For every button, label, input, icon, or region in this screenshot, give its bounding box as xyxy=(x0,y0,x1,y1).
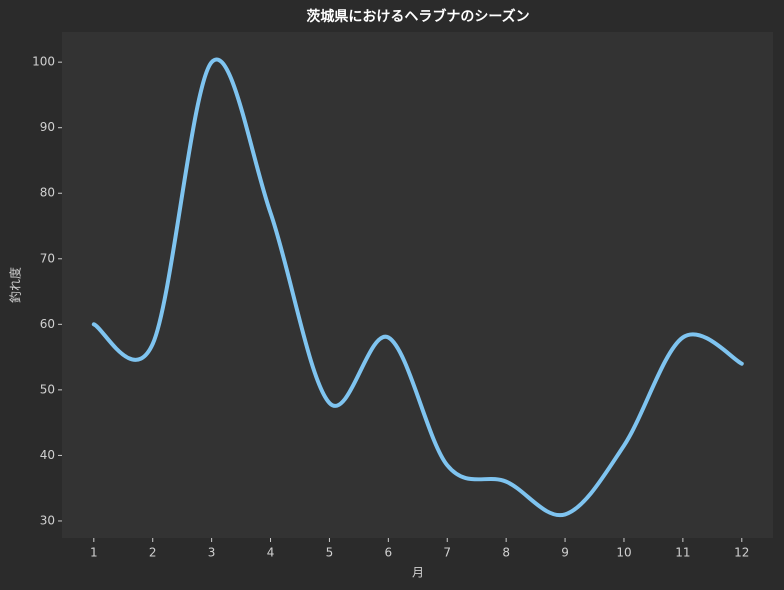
x-tick-label: 7 xyxy=(443,546,451,560)
x-tick-label: 5 xyxy=(326,546,334,560)
x-tick-label: 10 xyxy=(616,546,631,560)
x-tick-label: 2 xyxy=(149,546,157,560)
x-tick-label: 12 xyxy=(734,546,749,560)
x-tick-label: 6 xyxy=(385,546,393,560)
line xyxy=(91,57,744,518)
x-axis-label: 月 xyxy=(412,566,424,580)
y-tick-label: 80 xyxy=(40,186,55,200)
y-tick-label: 60 xyxy=(40,317,55,331)
x-tick-label: 9 xyxy=(561,546,569,560)
y-axis-label: 釣れ度 xyxy=(8,267,23,303)
y-tick-label: 70 xyxy=(40,251,55,265)
x-tick-label: 3 xyxy=(208,546,216,560)
plot-area xyxy=(62,32,773,538)
y-tick-label: 50 xyxy=(40,382,55,396)
x-tick-label: 1 xyxy=(90,546,98,560)
y-tick-label: 90 xyxy=(40,120,55,134)
y-tick-label: 40 xyxy=(40,448,55,462)
x-tick-label: 4 xyxy=(267,546,275,560)
y-tick-label: 100 xyxy=(32,55,55,69)
x-tick-label: 8 xyxy=(502,546,510,560)
y-tick-label: 30 xyxy=(40,513,55,527)
chart-title: 茨城県におけるヘラブナのシーズン xyxy=(306,8,529,25)
x-tick-label: 11 xyxy=(675,546,690,560)
